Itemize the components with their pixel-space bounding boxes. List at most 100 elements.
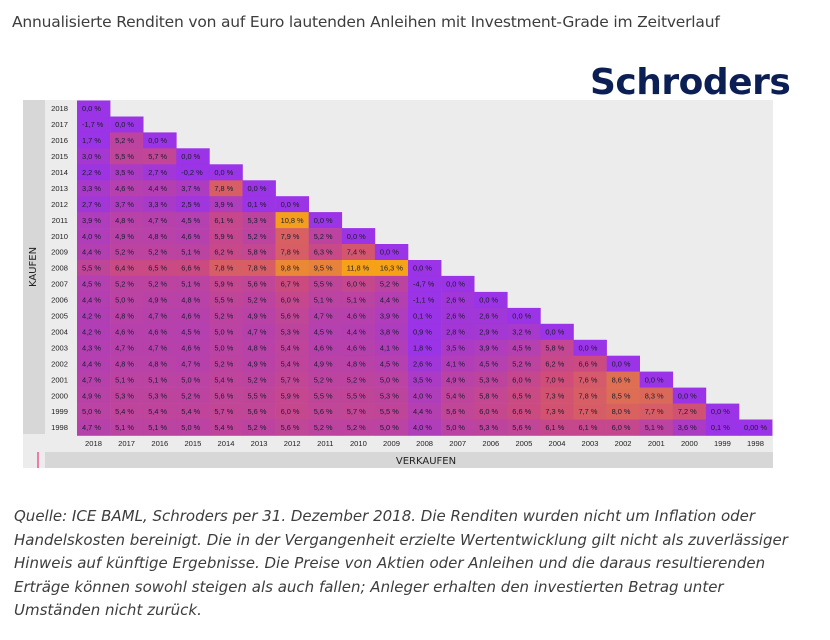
heatmap-cell [77,323,111,341]
x-tick-label: 2010 [350,439,367,448]
heatmap-cell [242,212,276,229]
cell-value-label: 1,7 % [82,136,101,145]
heatmap-cell [573,419,607,436]
cell-value-label: 5,2 % [347,375,366,384]
x-tick-label: 2003 [582,439,599,448]
heatmap-cell [374,260,409,277]
cell-value-label: 5,3 % [479,375,498,384]
cell-value-label: 7,2 % [678,407,697,416]
heatmap-cell [275,244,309,261]
cell-value-label: 6,6 % [579,359,598,368]
cell-value-label: 5,2 % [347,423,366,432]
cell-value-label: 7,7 % [645,407,664,416]
heatmap-cell [441,371,475,388]
cell-value-label: 5,5 % [214,296,233,305]
cell-value-label: 4,8 % [181,296,200,305]
cell-value-label: 10,8 % [281,216,304,225]
heatmap-cell [408,355,442,372]
heatmap-cell [507,307,541,325]
heatmap-cell [540,419,574,436]
cell-value-label: 4,4 % [82,248,101,257]
cell-value-label: 2,6 % [446,296,465,305]
heatmap-cell [176,260,210,277]
heatmap-cell [110,228,144,245]
cell-value-label: 4,7 % [314,312,333,321]
y-tick-label: 2012 [51,200,68,209]
cell-value-label: 4,7 % [148,312,167,321]
heatmap-cell [507,387,541,404]
cell-value-label: 6,5 % [148,264,167,273]
y-tick-label: 2014 [51,168,68,177]
cell-value-label: 5,5 % [347,391,366,400]
heatmap-cell [176,307,210,325]
heatmap-cell [672,403,707,420]
cell-value-label: 6,6 % [512,407,531,416]
heatmap-cell [540,323,574,341]
heatmap-cell [507,323,541,341]
cell-value-label: 4,4 % [380,296,399,305]
cell-value-label: 3,7 % [181,184,200,193]
cell-value-label: 0,0 % [380,248,399,257]
heatmap-cell [242,291,276,309]
heatmap-cell [408,419,442,436]
heatmap-cell [639,419,674,436]
heatmap-cell [242,323,276,341]
cell-value-label: 7,3 % [545,407,564,416]
heatmap-cell [341,291,376,309]
heatmap-cell [110,196,144,213]
heatmap-cell [639,371,674,388]
cell-value-label: 3,3 % [148,200,167,209]
cell-value-label: 5,2 % [115,248,134,257]
cell-value-label: 0,1 % [413,312,432,321]
cell-value-label: 4,9 % [446,375,465,384]
cell-value-label: 4,8 % [248,343,267,352]
cell-value-label: 3,2 % [512,328,531,337]
heatmap-cell [308,339,343,357]
heatmap-cell [77,228,111,245]
cell-value-label: 5,4 % [115,407,134,416]
heatmap-cell [308,307,343,325]
heatmap-cell [308,260,343,277]
y-tick-label: 2016 [51,136,68,145]
x-tick-label: 2013 [251,439,268,448]
cell-value-label: 5,1 % [115,423,134,432]
cell-value-label: 5,5 % [82,264,101,273]
x-tick-label: 2011 [317,439,333,448]
heatmap-cell [408,403,442,420]
heatmap-cell [540,371,574,388]
heatmap-cell [110,355,144,372]
cell-value-label: 0,0 % [281,200,300,209]
cell-value-label: -0,2 % [181,168,203,177]
heatmap-cell [507,371,541,388]
heatmap-cell [77,196,111,213]
schroders-logo: Schroders [590,62,791,103]
cell-value-label: 5,6 % [446,407,465,416]
heatmap-cell [77,100,111,117]
cell-value-label: 5,6 % [248,280,267,289]
heatmap-cell [143,275,177,293]
cell-value-label: 5,0 % [380,423,399,432]
heatmap-cell [275,228,309,245]
cell-value-label: -4,7 % [413,280,435,289]
heatmap-cell [341,403,376,420]
heatmap-cell [441,355,475,372]
heatmap-cell [275,307,309,325]
cell-value-label: 0,0 % [181,152,200,161]
cell-value-label: 5,0 % [214,343,233,352]
cell-value-label: 5,2 % [115,280,134,289]
heatmap-cell [242,196,276,213]
heatmap-cell [176,212,210,229]
cell-value-label: 5,9 % [214,280,233,289]
heatmap-cell [143,148,177,165]
cell-value-label: 4,9 % [248,359,267,368]
cell-value-label: 6,7 % [281,280,300,289]
y-tick-label: 2013 [51,184,68,193]
heatmap-cell [275,212,309,229]
cell-value-label: 5,2 % [214,312,233,321]
y-tick-label: 2005 [51,312,68,321]
cell-value-label: 6,1 % [545,423,564,432]
cell-value-label: 4,6 % [115,184,134,193]
cell-value-label: 3,5 % [115,168,134,177]
heatmap-cell [507,339,541,357]
cell-value-label: 9,5 % [314,264,333,273]
